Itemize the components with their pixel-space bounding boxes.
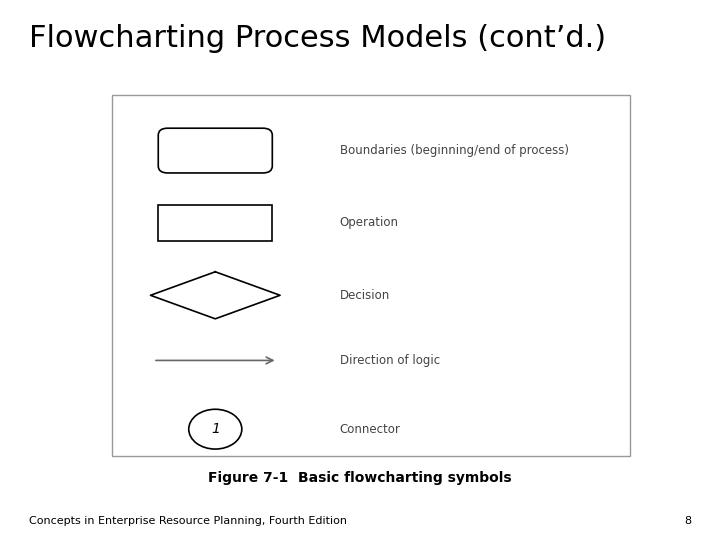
Text: Concepts in Enterprise Resource Planning, Fourth Edition: Concepts in Enterprise Resource Planning…: [29, 516, 347, 526]
FancyBboxPatch shape: [158, 128, 272, 173]
Text: 1: 1: [211, 422, 220, 436]
Text: Direction of logic: Direction of logic: [340, 354, 440, 367]
Circle shape: [189, 409, 242, 449]
Text: Operation: Operation: [340, 217, 399, 230]
Text: Connector: Connector: [340, 423, 400, 436]
Bar: [158, 205, 272, 241]
Text: Figure 7-1  Basic flowcharting symbols: Figure 7-1 Basic flowcharting symbols: [208, 471, 512, 485]
Text: Decision: Decision: [340, 289, 390, 302]
Bar: [112, 94, 630, 456]
Text: Boundaries (beginning/end of process): Boundaries (beginning/end of process): [340, 144, 569, 157]
Text: Flowcharting Process Models (cont’d.): Flowcharting Process Models (cont’d.): [29, 24, 606, 53]
Text: 8: 8: [684, 516, 691, 526]
